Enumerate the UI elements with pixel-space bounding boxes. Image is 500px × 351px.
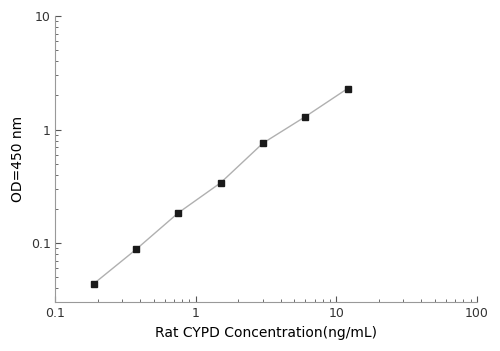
X-axis label: Rat CYPD Concentration(ng/mL): Rat CYPD Concentration(ng/mL) (155, 326, 377, 340)
Y-axis label: OD=450 nm: OD=450 nm (11, 116, 25, 203)
